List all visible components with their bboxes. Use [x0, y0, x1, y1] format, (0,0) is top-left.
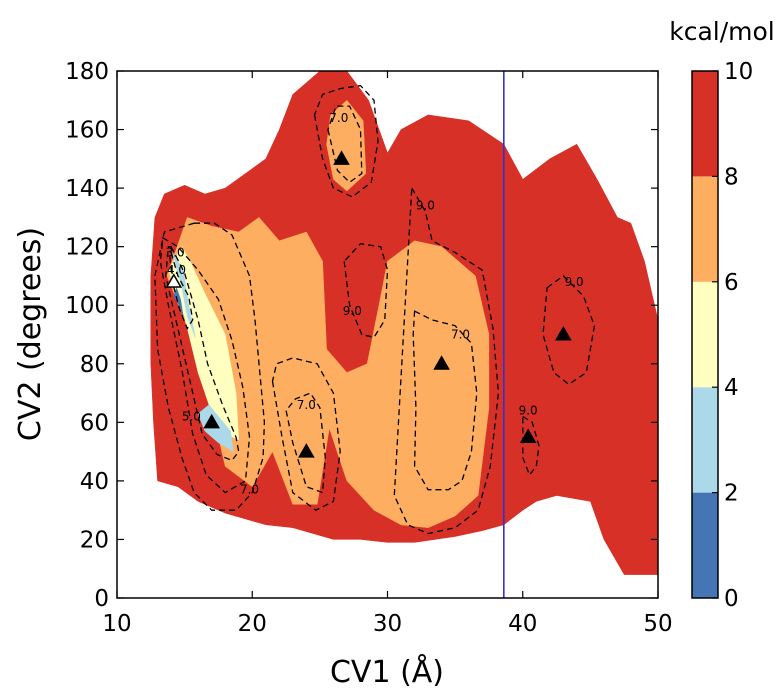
- dashed-contour-line: [285, 392, 326, 494]
- minimum-marker: [165, 273, 183, 288]
- contour-label: 9.0: [519, 404, 538, 418]
- colorbar-segment: [692, 387, 718, 493]
- x-tick-label: 40: [508, 611, 537, 637]
- x-tick-label: 20: [238, 611, 267, 637]
- dashed-contour-line: [271, 357, 341, 511]
- y-tick-label: 160: [65, 118, 109, 144]
- y-tick-label: 40: [80, 469, 109, 495]
- dashed-contour-line: [165, 246, 240, 462]
- colorbar-tick-label: 4: [724, 375, 739, 401]
- contour-label-layer: 3.0 4.0 5.0 7.0 7.0 7.0 9.0 9.0 7.0 9.0 9.0: [166, 111, 584, 497]
- contour-label: 7.0: [329, 111, 348, 125]
- colorbar-tick-label: 0: [724, 586, 739, 612]
- y-axis-title: CV2 (degrees): [13, 227, 48, 441]
- y-tick-label: 0: [94, 586, 109, 612]
- x-tick-label: 10: [102, 611, 131, 637]
- colorbar-segment: [692, 492, 718, 598]
- contour-label: 9.0: [416, 199, 435, 213]
- x-tick-label: 30: [373, 611, 402, 637]
- y-tick-label: 80: [80, 352, 109, 378]
- contour-label: 7.0: [240, 483, 259, 497]
- y-tick-label: 60: [80, 410, 109, 436]
- energy-region-8-10: [503, 143, 658, 575]
- dashed-contour-line: [393, 185, 500, 535]
- colorbar-segment: [692, 281, 718, 388]
- contour-label: 7.0: [297, 398, 316, 412]
- contour-label: 7.0: [451, 328, 470, 342]
- y-tick-label: 140: [65, 176, 109, 202]
- colorbar-tick-label: 6: [724, 270, 739, 296]
- contour-label: 5.0: [182, 409, 201, 423]
- colorbar-tick-label: 8: [724, 164, 739, 190]
- minimum-marker: [203, 413, 220, 429]
- energy-region-0-2: [173, 286, 184, 317]
- dashed-contour-line: [159, 236, 251, 494]
- dashed-contour-line: [327, 105, 363, 184]
- x-tick-label: 50: [643, 611, 672, 637]
- minimum-marker: [298, 443, 315, 458]
- dashed-contour-line: [169, 250, 194, 331]
- contour-line-layer: [154, 84, 596, 535]
- y-tick-label: 100: [65, 293, 109, 319]
- contour-label: 9.0: [343, 304, 362, 318]
- contour-label: 9.0: [565, 275, 584, 289]
- x-axis: 10 20 30 40 50: [102, 71, 673, 637]
- dashed-contour-line: [542, 275, 596, 386]
- dashed-contour-line: [343, 243, 389, 339]
- dashed-contour-line: [522, 415, 540, 477]
- dashed-contour-line: [412, 310, 478, 491]
- colorbar-unit-label: kcal/mol: [669, 17, 775, 46]
- colorbar-segment: [692, 71, 718, 177]
- dashed-contour-line: [313, 84, 379, 198]
- colorbar-segment: [692, 176, 718, 282]
- minima-marker-layer: [165, 150, 572, 458]
- colorbar-tick-label: 2: [724, 481, 739, 507]
- y-tick-label: 180: [65, 59, 109, 85]
- contour-label: 3.0: [166, 246, 185, 260]
- y-axis: 0 20 40 60 80 100 120 140 160 180: [65, 59, 658, 612]
- x-axis-title: CV1 (Å): [330, 654, 444, 690]
- minimum-marker: [519, 428, 537, 443]
- colorbar: 0 2 4 6 8 10: [691, 59, 753, 612]
- minimum-marker: [433, 355, 450, 370]
- y-tick-label: 120: [65, 235, 109, 261]
- energy-region-6-8: [166, 217, 490, 528]
- minimum-marker: [333, 150, 350, 165]
- y-tick-label: 20: [80, 527, 109, 553]
- colorbar-frame: [691, 70, 719, 599]
- contour-label: 4.0: [167, 263, 186, 277]
- colorbar-tick-label: 10: [724, 59, 753, 85]
- minimum-marker: [555, 325, 572, 341]
